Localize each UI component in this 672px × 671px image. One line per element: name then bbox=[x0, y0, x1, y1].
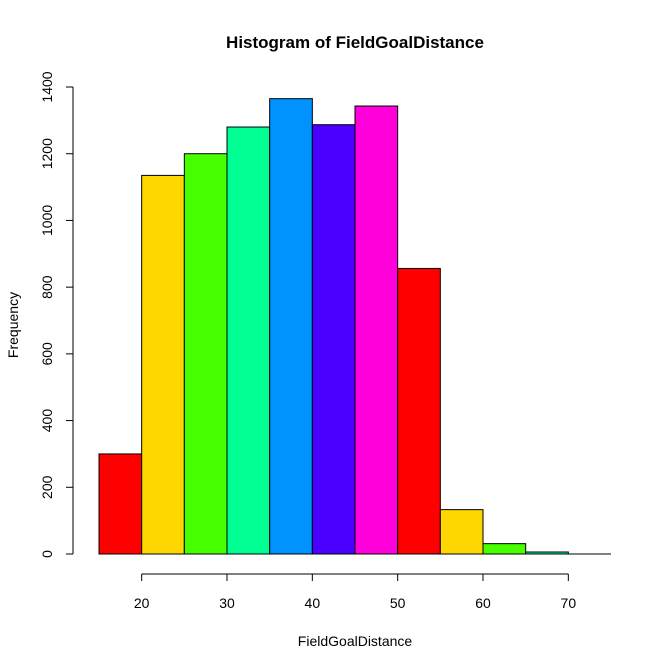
x-axis: 20 30 40 50 60 70 bbox=[134, 573, 577, 611]
histogram-bar bbox=[397, 267, 441, 555]
y-tick-label: 400 bbox=[39, 409, 55, 433]
histogram-bar bbox=[354, 105, 399, 555]
y-axis: 0 200 400 600 800 1000 1200 1400 bbox=[39, 71, 74, 558]
y-tick-label: 1400 bbox=[39, 71, 55, 102]
chart-title: Histogram of FieldGoalDistance bbox=[226, 33, 484, 52]
histogram-bar bbox=[269, 98, 313, 555]
histogram-bar bbox=[141, 174, 185, 555]
histogram-bar bbox=[311, 124, 356, 555]
y-tick-label: 600 bbox=[39, 342, 55, 366]
histogram-bar bbox=[439, 509, 484, 555]
y-tick-label: 200 bbox=[39, 475, 55, 499]
y-tick-label: 0 bbox=[39, 550, 55, 558]
x-axis-label: FieldGoalDistance bbox=[298, 633, 413, 649]
histogram-bar bbox=[98, 453, 143, 555]
histogram-bar bbox=[525, 551, 569, 555]
histogram-bar bbox=[482, 543, 527, 555]
x-tick-label: 70 bbox=[561, 595, 577, 611]
y-tick-label: 800 bbox=[39, 275, 55, 299]
x-tick-label: 50 bbox=[390, 595, 406, 611]
y-tick-label: 1000 bbox=[39, 205, 55, 236]
y-axis-label: Frequency bbox=[5, 292, 21, 358]
bars-group bbox=[98, 98, 611, 555]
y-tick-label: 1200 bbox=[39, 138, 55, 169]
histogram-bar bbox=[226, 126, 271, 555]
histogram-bar bbox=[183, 153, 228, 555]
x-tick-label: 60 bbox=[475, 595, 491, 611]
x-tick-label: 20 bbox=[134, 595, 150, 611]
x-tick-label: 30 bbox=[219, 595, 235, 611]
x-tick-label: 40 bbox=[305, 595, 321, 611]
